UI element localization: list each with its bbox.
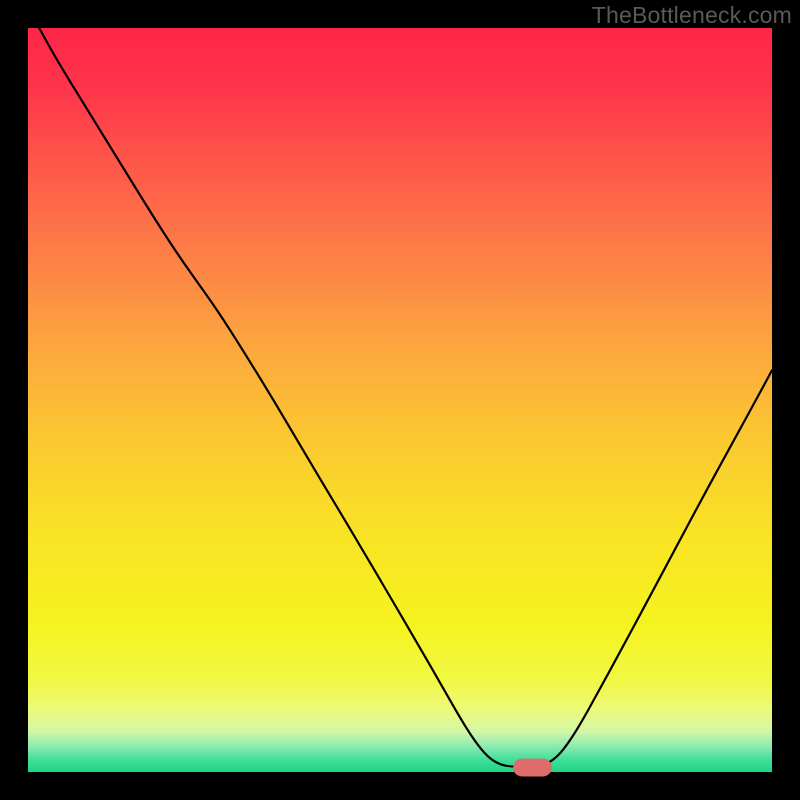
bottleneck-curve-chart [0, 0, 800, 800]
watermark-text: TheBottleneck.com [592, 2, 792, 29]
optimal-point-marker [513, 759, 552, 777]
chart-background [28, 28, 772, 772]
chart-root: TheBottleneck.com [0, 0, 800, 800]
